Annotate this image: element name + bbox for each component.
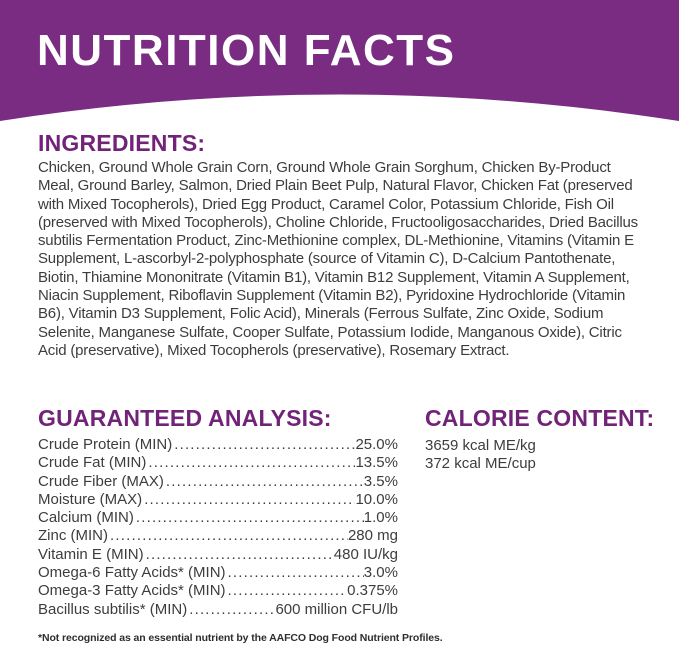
- banner-curve: [0, 0, 679, 121]
- leader-dots: ........................................…: [148, 454, 356, 472]
- page-title: NUTRITION FACTS: [37, 26, 456, 75]
- analysis-label: Zinc (MIN): [38, 527, 108, 545]
- analysis-row: Omega-6 Fatty Acids* (MIN) .............…: [38, 564, 398, 582]
- analysis-value: 3.5%: [363, 472, 398, 490]
- leader-dots: ........................................…: [145, 545, 334, 563]
- leader-dots: ........................................…: [227, 564, 364, 582]
- analysis-label: Calcium (MIN): [38, 509, 134, 527]
- analysis-row: Omega-3 Fatty Acids* (MIN) .............…: [38, 582, 398, 600]
- calorie-content-heading: CALORIE CONTENT:: [425, 405, 655, 431]
- analysis-row: Zinc (MIN) .............................…: [38, 527, 398, 545]
- analysis-value: 1.0%: [363, 509, 398, 527]
- analysis-value: 25.0%: [355, 436, 398, 453]
- analysis-row: Bacillus subtilis* (MIN) ...............…: [38, 601, 398, 619]
- analysis-row: Crude Fiber (MAX) ......................…: [38, 473, 398, 491]
- analysis-label: Crude Fiber (MAX): [38, 472, 164, 490]
- analysis-value: 3.0%: [363, 564, 398, 582]
- ingredients-heading: INGREDIENTS:: [38, 130, 206, 156]
- analysis-row: Moisture (MAX) .........................…: [38, 491, 398, 509]
- guaranteed-analysis-list: Crude Protein (MIN) ....................…: [38, 436, 398, 619]
- ingredients-text: Chicken, Ground Whole Grain Corn, Ground…: [38, 159, 638, 359]
- analysis-value: 280 mg: [347, 527, 398, 545]
- analysis-value: 10.0%: [355, 490, 398, 508]
- leader-dots: ........................................…: [174, 436, 355, 453]
- analysis-label: Vitamin E (MIN): [38, 545, 144, 563]
- analysis-label: Crude Protein (MIN): [38, 436, 173, 453]
- analysis-value: 480 IU/kg: [333, 545, 398, 563]
- leader-dots: ........................................…: [165, 472, 364, 490]
- footnote: *Not recognized as an essential nutrient…: [38, 632, 443, 644]
- leader-dots: ........................................…: [144, 490, 356, 508]
- banner-background: [0, 0, 679, 121]
- analysis-row: Crude Protein (MIN) ....................…: [38, 436, 398, 454]
- leader-dots: ........................................…: [227, 582, 348, 600]
- analysis-row: Vitamin E (MIN) ........................…: [38, 546, 398, 564]
- analysis-value: 600 million CFU/lb: [275, 600, 398, 618]
- analysis-label: Omega-6 Fatty Acids* (MIN): [38, 564, 226, 582]
- analysis-label: Moisture (MAX): [38, 490, 143, 508]
- analysis-row: Calcium (MIN) ..........................…: [38, 509, 398, 527]
- leader-dots: ........................................…: [110, 527, 348, 545]
- guaranteed-analysis-heading: GUARANTEED ANALYSIS:: [38, 405, 332, 431]
- calorie-content-values: 3659 kcal ME/kg 372 kcal ME/cup: [425, 437, 536, 473]
- analysis-label: Crude Fat (MIN): [38, 454, 147, 472]
- analysis-value: 0.375%: [347, 582, 398, 600]
- analysis-value: 13.5%: [355, 454, 398, 472]
- analysis-row: Crude Fat (MIN) ........................…: [38, 454, 398, 472]
- leader-dots: ........................................…: [189, 600, 276, 618]
- analysis-label: Bacillus subtilis* (MIN): [38, 600, 188, 618]
- analysis-label: Omega-3 Fatty Acids* (MIN): [38, 582, 226, 600]
- leader-dots: ........................................…: [135, 509, 364, 527]
